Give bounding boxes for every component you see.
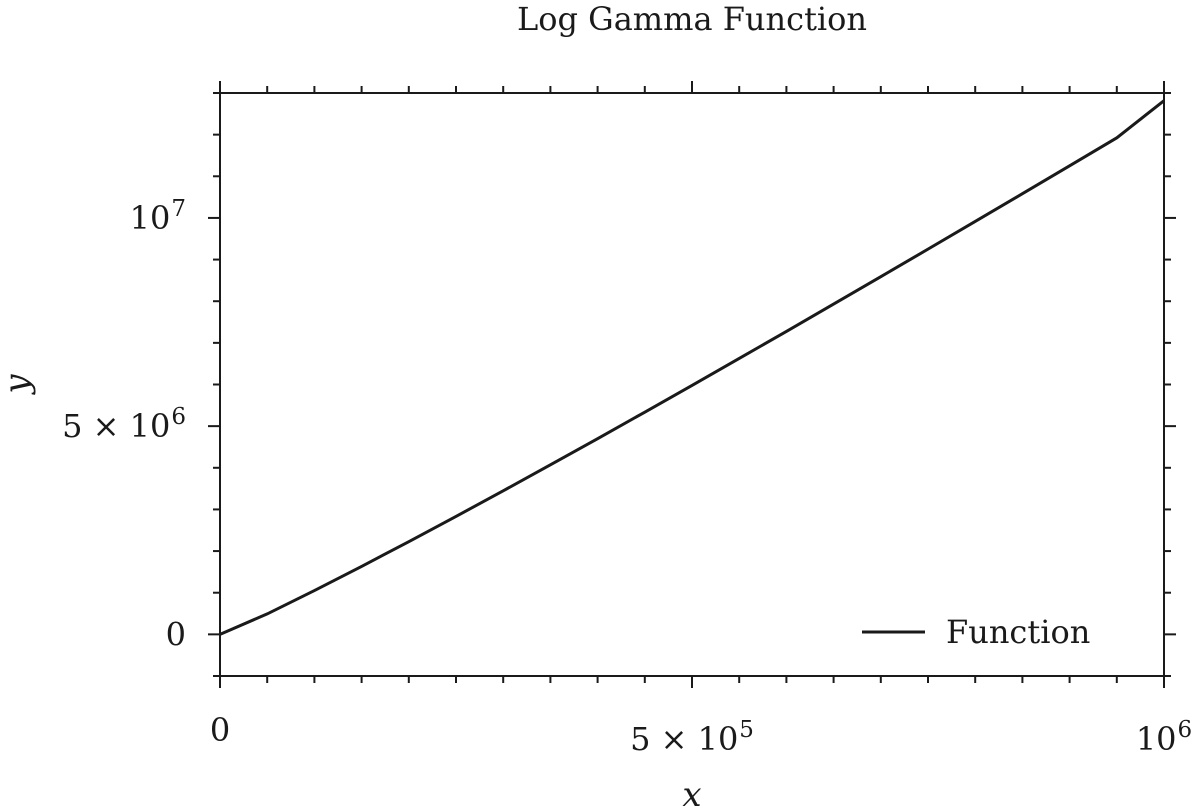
y-axis-label: y xyxy=(0,374,37,396)
series-line-function xyxy=(219,99,1165,636)
y-tick-labels: 0 5 × 106 107 xyxy=(62,196,186,653)
x-tick-labels: 0 5 × 105 106 xyxy=(210,711,1192,758)
legend: Function xyxy=(862,613,1090,651)
x-tick-label: 0 xyxy=(210,711,230,749)
chart-title: Log Gamma Function xyxy=(517,0,867,38)
y-tick-label: 107 xyxy=(130,196,186,237)
x-tick-label: 5 × 105 xyxy=(630,717,754,758)
x-tick-label: 106 xyxy=(1136,717,1192,758)
axis-ticks xyxy=(208,81,1176,688)
legend-label-function: Function xyxy=(946,613,1090,651)
y-tick-label: 5 × 106 xyxy=(62,404,186,445)
y-tick-label: 0 xyxy=(166,615,186,653)
x-axis-label: x xyxy=(682,775,701,811)
